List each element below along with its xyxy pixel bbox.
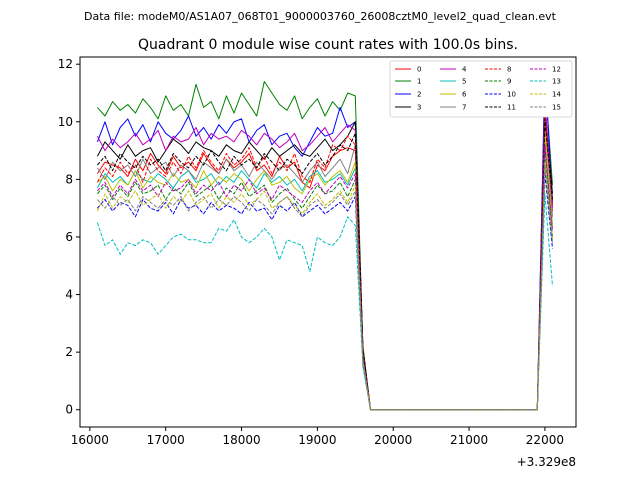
legend-label-7: 7	[462, 104, 466, 112]
series-line-7	[96, 115, 553, 411]
y-tick-label: 6	[65, 230, 73, 244]
legend-label-14: 14	[552, 91, 561, 99]
legend-label-10: 10	[507, 91, 516, 99]
y-tick-label: 10	[58, 115, 73, 129]
y-tick-label: 12	[58, 57, 73, 71]
legend-label-9: 9	[507, 78, 511, 86]
series-layer	[96, 69, 553, 411]
chart-title: Quadrant 0 module wise count rates with …	[138, 37, 518, 53]
series-line-15	[97, 164, 553, 411]
series-line-13	[96, 193, 553, 411]
legend-label-13: 13	[552, 78, 561, 86]
legend-frame	[389, 60, 573, 118]
legend-label-2: 2	[417, 91, 421, 99]
series-line-14	[96, 161, 553, 411]
x-tick-label: 21000	[450, 433, 488, 447]
legend-label-5: 5	[462, 78, 466, 86]
legend-label-3: 3	[417, 104, 421, 112]
legend-label-4: 4	[462, 66, 467, 74]
x-tick-label: 17000	[147, 433, 185, 447]
x-tick-label: 22000	[526, 433, 564, 447]
plot-frame	[79, 56, 577, 428]
legend-label-1: 1	[417, 78, 421, 86]
x-tick-label: 20000	[374, 433, 412, 447]
legend-label-6: 6	[462, 91, 467, 99]
y-tick-label: 0	[65, 403, 73, 417]
x-axis: 16000 17000 18000 19000 20000 21000 22000	[71, 427, 564, 447]
y-tick-label: 8	[65, 172, 73, 186]
legend-label-8: 8	[507, 66, 511, 74]
y-tick-label: 4	[65, 288, 73, 302]
series-line-3	[96, 106, 553, 411]
legend-label-11: 11	[507, 104, 516, 112]
legend-label-15: 15	[552, 104, 561, 112]
series-line-8	[96, 112, 553, 411]
series-line-4	[96, 98, 553, 411]
series-line-5	[96, 138, 553, 411]
series-line-9	[97, 150, 553, 411]
y-tick-label: 2	[65, 345, 73, 359]
legend-label-0: 0	[417, 66, 421, 74]
suptitle: Data file: modeM0/AS1A07_068T01_90000037…	[84, 10, 557, 23]
x-tick-label: 19000	[298, 433, 336, 447]
y-axis: 0 2 4 6 8 10 12	[58, 57, 80, 417]
x-tick-label: 18000	[222, 433, 260, 447]
x-tick-label: 16000	[71, 433, 109, 447]
legend-label-12: 12	[552, 66, 561, 74]
x-offset-label: +3.329e8	[517, 455, 576, 469]
series-line-10	[97, 173, 553, 411]
series-line-2	[96, 69, 553, 411]
series-line-6	[97, 132, 553, 411]
